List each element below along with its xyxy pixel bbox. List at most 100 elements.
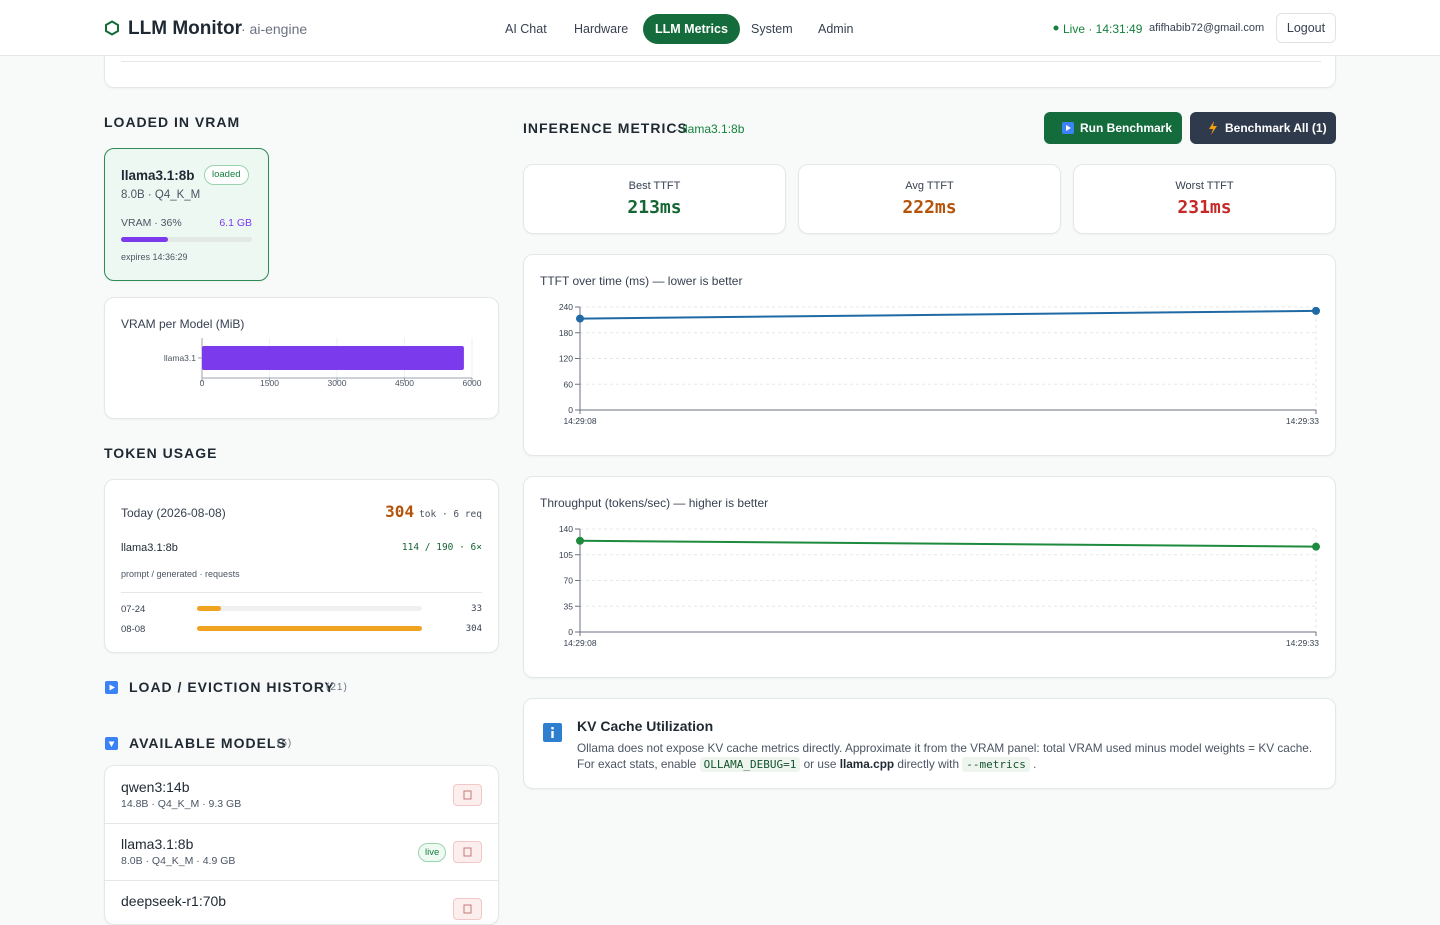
trash-shape [463, 847, 472, 857]
count: (5) [277, 738, 293, 749]
model-name: llama3.1:8b [121, 836, 194, 852]
legend: prompt / generated · requests [121, 569, 240, 579]
nav-item[interactable]: System [751, 22, 793, 36]
models-card: qwen3:14b 14.8B · Q4_K_M · 9.3 GB llama3.1… [104, 765, 499, 925]
bolt-icon [1209, 121, 1217, 135]
point [576, 536, 584, 545]
vram-label: VRAM · 36% [121, 217, 182, 229]
model-name: deepseek-r1:70b [121, 893, 227, 909]
live-status: Live · 14:31:49 [1063, 22, 1143, 36]
y-tick-label: 70 [564, 576, 574, 586]
inference-model: · llama3.1:8b [675, 122, 745, 136]
play-icon [1062, 122, 1074, 134]
trash-icon [463, 904, 472, 914]
expires: expires 14:36:29 [121, 252, 188, 262]
y-tick-label: 0 [568, 405, 573, 415]
text-segment: For exact stats, enable [577, 757, 700, 771]
day-value: 304 [465, 624, 482, 634]
y-tick-label: 120 [559, 354, 573, 364]
point [1312, 306, 1320, 315]
nav-item[interactable]: Hardware [574, 22, 629, 36]
code-snippet: OLLAMA_DEBUG=1 [699, 757, 801, 772]
section-heading[interactable]: AVAILABLE MODELS [129, 735, 287, 751]
day-bar [197, 626, 422, 631]
text-segment: directly with [894, 757, 963, 771]
section-heading: LOADED IN VRAM [104, 114, 241, 130]
delete-button[interactable] [453, 898, 482, 920]
vram-size: 6.1 GB [219, 217, 252, 229]
model-name: qwen3:14b [121, 779, 190, 795]
model-meta: 8.0B · Q4_K_M · 4.9 GB [121, 855, 236, 867]
delete-button[interactable] [453, 784, 482, 806]
ttft-chart: 0 60 120 180 240 14:29:08 14:29:33 [559, 302, 1320, 426]
vram-chart-card: VRAM per Model (MiB) 0 1500 3000 4500 6000 ll… [104, 297, 499, 419]
text-segment: or use [800, 757, 840, 771]
toggle-icon[interactable] [105, 681, 119, 695]
model-meta: 8.0B · Q4_K_M [121, 189, 201, 201]
day-label: 07-24 [121, 604, 146, 615]
throughput-chart-card: Throughput (tokens/sec) — higher is bett… [523, 476, 1336, 678]
kv-title: KV Cache Utilization [577, 718, 714, 734]
benchmark-all-button[interactable]: Benchmark All (1) [1190, 112, 1336, 144]
user-email: afifhabib72@gmail.com [1149, 22, 1265, 34]
trash-icon [463, 847, 472, 857]
day-track [197, 606, 422, 611]
stat-card: Avg TTFT 222ms [798, 164, 1061, 234]
ttft-chart-card: TTFT over time (ms) — lower is better 0 6… [523, 254, 1336, 456]
y-tick-label: 180 [559, 328, 573, 338]
code-snippet: --metrics [962, 757, 1030, 772]
x-tick-label: 14:29:33 [1286, 416, 1319, 426]
x-tick-label: 14:29:08 [563, 638, 596, 648]
y-tick-label: 140 [559, 524, 573, 534]
button-label: Run Benchmark [1080, 121, 1173, 135]
stat-label: Best TTFT [628, 180, 681, 192]
section-heading[interactable]: LOAD / EVICTION HISTORY [129, 679, 335, 695]
token-total: 304 tok · 6 req [385, 502, 482, 521]
y-tick-label: 0 [568, 627, 573, 637]
point [1312, 542, 1320, 551]
logo-icon [105, 20, 119, 36]
loaded-model-card: llama3.1:8b loaded 8.0B · Q4_K_M VRAM · … [104, 148, 269, 281]
nav-item[interactable]: LLM Metrics [643, 14, 740, 44]
section-heading: INFERENCE METRICS [523, 120, 688, 136]
total: 304 [385, 502, 415, 521]
total-unit: tok · 6 req [419, 509, 482, 520]
model-meta: 14.8B · Q4_K_M · 9.3 GB [121, 798, 242, 810]
kv-text: Ollama does not expose KV cache metrics … [577, 741, 1313, 755]
logout-button[interactable]: Logout [1276, 13, 1336, 43]
trash-shape [463, 790, 472, 800]
chart-title: TTFT over time (ms) — lower is better [540, 274, 743, 288]
toggle-icon[interactable] [105, 737, 119, 751]
divider [105, 880, 498, 881]
bar [202, 346, 464, 370]
x-tick-label: 0 [200, 378, 205, 388]
text-segment: . [1029, 757, 1037, 771]
x-tick-label: 4500 [395, 378, 414, 388]
top-bar: LLM Monitor · ai-engine AI Chat Hardware… [0, 0, 1440, 56]
kv-cache-card: KV Cache Utilization Ollama does not exp… [523, 698, 1336, 789]
day-track [197, 626, 422, 631]
x-tick-label: 1500 [260, 378, 279, 388]
trash-icon [463, 790, 472, 800]
kv-text: For exact stats, enable OLLAMA_DEBUG=1 o… [577, 757, 1037, 772]
nav-item[interactable]: AI Chat [505, 22, 547, 36]
stat-label: Worst TTFT [1175, 180, 1234, 192]
model-stats: 114 / 190 · 6× [401, 542, 482, 553]
delete-button[interactable] [453, 841, 482, 863]
count: (21) [326, 682, 348, 693]
x-tick-label: 14:29:08 [563, 416, 596, 426]
live-dot [1053, 25, 1059, 31]
stat-card: Worst TTFT 231ms [1073, 164, 1336, 234]
vram-fill [121, 237, 169, 242]
nav-item[interactable]: Admin [818, 22, 854, 36]
token-card: Today (2026-08-08) 304 tok · 6 req llama… [104, 479, 499, 653]
stat-card: Best TTFT 213ms [523, 164, 786, 234]
stat-label: Avg TTFT [905, 180, 954, 192]
y-tick-label: 35 [564, 601, 574, 611]
section-heading: TOKEN USAGE [104, 445, 218, 461]
y-tick-label: 240 [559, 302, 573, 312]
vram-track [121, 237, 252, 242]
chart-title: VRAM per Model (MiB) [121, 317, 245, 331]
run-benchmark-button[interactable]: Run Benchmark [1044, 112, 1182, 144]
